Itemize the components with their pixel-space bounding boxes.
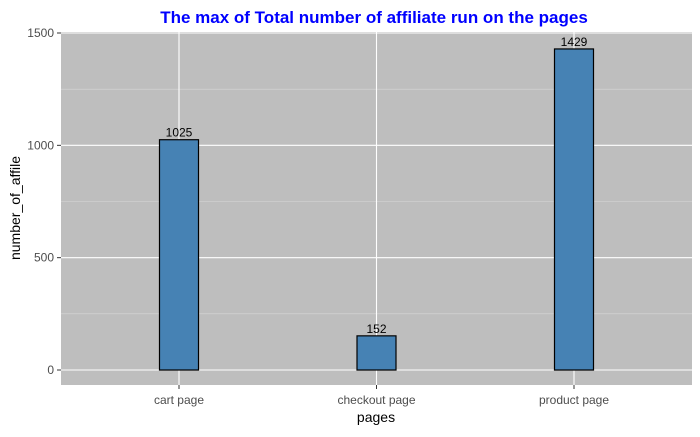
bar-product-page (553, 48, 595, 371)
bar-data-label: 1025 (166, 126, 193, 140)
y-tick-label: 1000 (27, 138, 54, 152)
y-tick-label: 500 (34, 251, 54, 265)
x-axis-ticks: cart page checkout page product page (154, 385, 609, 407)
bar-data-label: 152 (366, 322, 386, 336)
bar-cart-page (158, 139, 200, 371)
x-axis-title: pages (357, 409, 395, 425)
chart-title: The max of Total number of affiliate run… (160, 8, 588, 27)
x-tick-label: checkout page (337, 393, 415, 407)
y-tick-label: 0 (47, 363, 54, 377)
y-tick-label: 1500 (27, 26, 54, 40)
x-tick-label: product page (539, 393, 609, 407)
y-axis-ticks: 0 500 1000 1500 (27, 26, 61, 377)
bar-labels-group: 1025 152 1429 (166, 35, 588, 336)
bars-group (158, 48, 595, 371)
x-tick-label: cart page (154, 393, 204, 407)
bar-checkout-page (356, 335, 397, 371)
bar-data-label: 1429 (561, 35, 588, 49)
y-axis-title: number_of_affile (7, 156, 23, 260)
